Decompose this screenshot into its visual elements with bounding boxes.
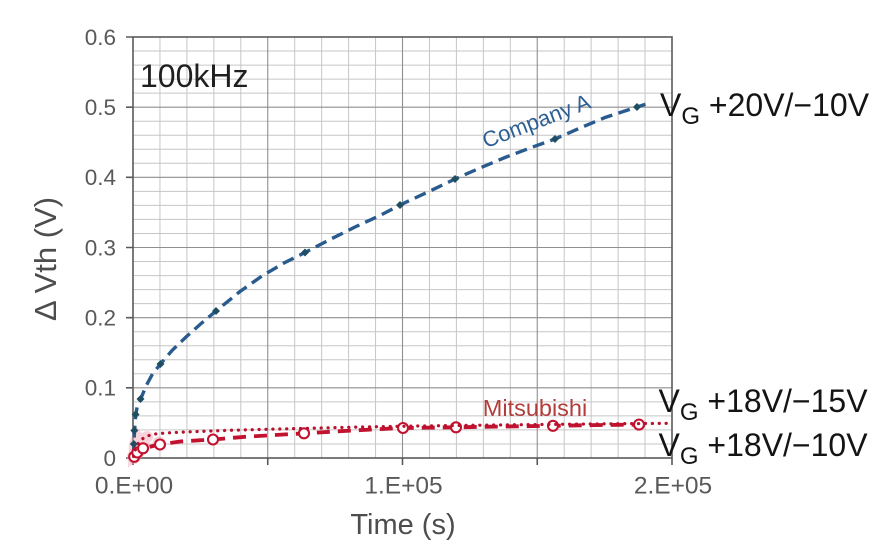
svg-text:0.5: 0.5 xyxy=(85,95,116,120)
svg-text:0.E+00: 0.E+00 xyxy=(95,473,173,500)
svg-text:1.E+05: 1.E+05 xyxy=(364,473,442,500)
svg-text:0.2: 0.2 xyxy=(85,306,116,331)
svg-text:2.E+05: 2.E+05 xyxy=(634,473,712,500)
svg-text:Mitsubishi: Mitsubishi xyxy=(483,395,587,421)
svg-text:Time (s): Time (s) xyxy=(350,509,455,541)
svg-text:VG +18V/−10V: VG +18V/−10V xyxy=(659,427,869,470)
svg-text:100kHz: 100kHz xyxy=(140,58,249,94)
svg-text:0.3: 0.3 xyxy=(85,235,116,260)
svg-text:Δ Vth (V): Δ Vth (V) xyxy=(28,197,63,321)
svg-text:0: 0 xyxy=(103,446,116,471)
svg-text:0.6: 0.6 xyxy=(85,25,116,50)
svg-text:0.4: 0.4 xyxy=(85,165,116,190)
svg-text:0.1: 0.1 xyxy=(85,376,116,401)
